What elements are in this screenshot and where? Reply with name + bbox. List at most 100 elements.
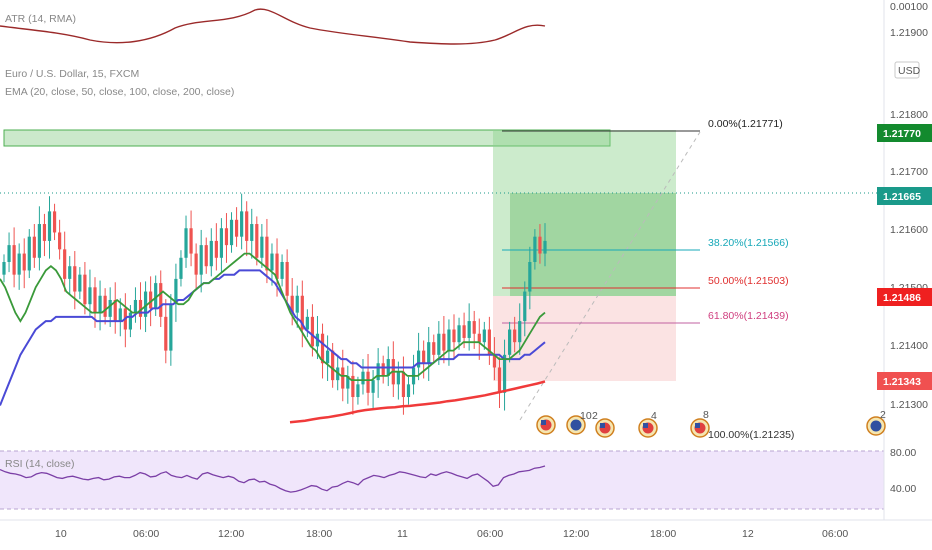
y-tick-label: 1.21900	[890, 27, 928, 39]
candle-body	[518, 321, 522, 343]
rsi-tick-label: 40.00	[890, 483, 916, 495]
fib-label-100: 100.00%(1.21235)	[708, 429, 794, 441]
target-zone[interactable]	[493, 130, 676, 296]
candle-body	[149, 291, 153, 309]
flag-icon[interactable]	[536, 415, 556, 435]
event-badge-label: 8	[703, 409, 709, 421]
candle-body	[310, 316, 315, 347]
y-tick-label: 1.21800	[890, 109, 928, 121]
candle-body	[103, 295, 107, 317]
candle-body	[179, 257, 183, 279]
x-tick-label: 18:00	[306, 528, 332, 540]
candle-body	[128, 312, 133, 330]
candle-body	[204, 245, 208, 267]
candle-body	[452, 329, 456, 343]
x-tick-label: 12	[742, 528, 754, 540]
candle-body	[422, 350, 426, 364]
candle-body	[260, 236, 264, 258]
candle-body	[401, 371, 406, 398]
flag-icon[interactable]	[566, 415, 586, 435]
candle-body	[457, 325, 461, 343]
candle-body	[78, 274, 82, 292]
candle-body	[497, 367, 502, 393]
candle-body	[295, 295, 299, 313]
candle-body	[68, 266, 72, 279]
candle-body	[366, 371, 370, 393]
candle-body	[396, 371, 400, 385]
candle-body	[371, 380, 375, 393]
price-badge-label: 1.21770	[883, 128, 921, 140]
target-zone-filled	[510, 193, 676, 296]
flag-icon[interactable]	[638, 418, 658, 438]
candle-body	[88, 287, 92, 305]
candle-body	[320, 333, 325, 364]
candle-body	[184, 228, 188, 258]
candle-body	[280, 262, 284, 279]
candle-body	[174, 278, 178, 305]
candle-body	[32, 236, 36, 258]
candle-body	[22, 253, 26, 271]
candle-body	[47, 211, 52, 241]
candle-body	[12, 245, 16, 275]
x-tick-label: 06:00	[822, 528, 848, 540]
event-badge-label: 2	[592, 410, 598, 422]
fib-label-0: 0.00%(1.21771)	[708, 118, 783, 130]
candle-body	[58, 232, 62, 250]
candle-body	[528, 262, 532, 292]
candle-body	[159, 283, 163, 317]
candle-body	[427, 342, 431, 364]
price-badge-2	[877, 187, 932, 205]
candle-body	[351, 375, 355, 398]
candle-body	[533, 236, 537, 263]
instrument-label: Euro / U.S. Dollar, 15, FXCM	[5, 68, 139, 80]
candle-body	[17, 253, 21, 275]
candle-body	[487, 329, 491, 355]
rsi-band	[0, 451, 884, 509]
candle-body	[240, 211, 244, 237]
candle-body	[513, 329, 517, 343]
flag-icon[interactable]	[690, 418, 710, 438]
atr-scale-label: 0.00100	[890, 1, 928, 13]
ema-label: EMA (20, close, 50, close, 100, close, 2…	[5, 86, 234, 98]
candle-body	[42, 224, 47, 241]
candle-body	[381, 363, 385, 376]
flag-icon[interactable]	[866, 416, 886, 436]
price-badge-label: 1.21486	[883, 292, 921, 304]
candle-body	[361, 371, 365, 385]
candle-body	[416, 350, 421, 368]
candle-body	[467, 321, 471, 338]
candle-body	[138, 299, 143, 317]
candle-body	[154, 283, 158, 309]
candle-body	[523, 291, 527, 322]
flag-icon[interactable]	[595, 418, 615, 438]
candle-body	[265, 236, 269, 271]
rsi-line	[0, 465, 546, 493]
currency-button[interactable]	[894, 61, 920, 79]
candle-body	[209, 240, 213, 267]
candle-body	[164, 316, 168, 351]
candle-body	[37, 224, 41, 258]
candle-body	[492, 354, 497, 368]
price-badge-label: 1.21665	[883, 191, 921, 203]
candle-body	[285, 262, 289, 296]
ema200-line	[289, 380, 546, 424]
rsi-tick-label: 80.00	[890, 447, 916, 459]
candle-body	[2, 262, 6, 275]
candle-body	[169, 304, 173, 351]
candle-body	[214, 240, 218, 258]
candle-body	[482, 329, 486, 343]
candle-body	[300, 295, 304, 330]
candle-body	[376, 363, 380, 381]
candle-body	[245, 211, 249, 241]
x-tick-label: 18:00	[650, 528, 676, 540]
x-tick-label: 12:00	[563, 528, 589, 540]
resistance-zone[interactable]	[3, 129, 611, 147]
candle-body	[356, 384, 360, 398]
candle-body	[73, 266, 77, 292]
candle-body	[447, 329, 451, 351]
candle-body	[543, 240, 547, 254]
candle-body	[108, 299, 112, 317]
atr-label: ATR (14, RMA)	[5, 13, 76, 25]
candle-body	[255, 224, 259, 258]
